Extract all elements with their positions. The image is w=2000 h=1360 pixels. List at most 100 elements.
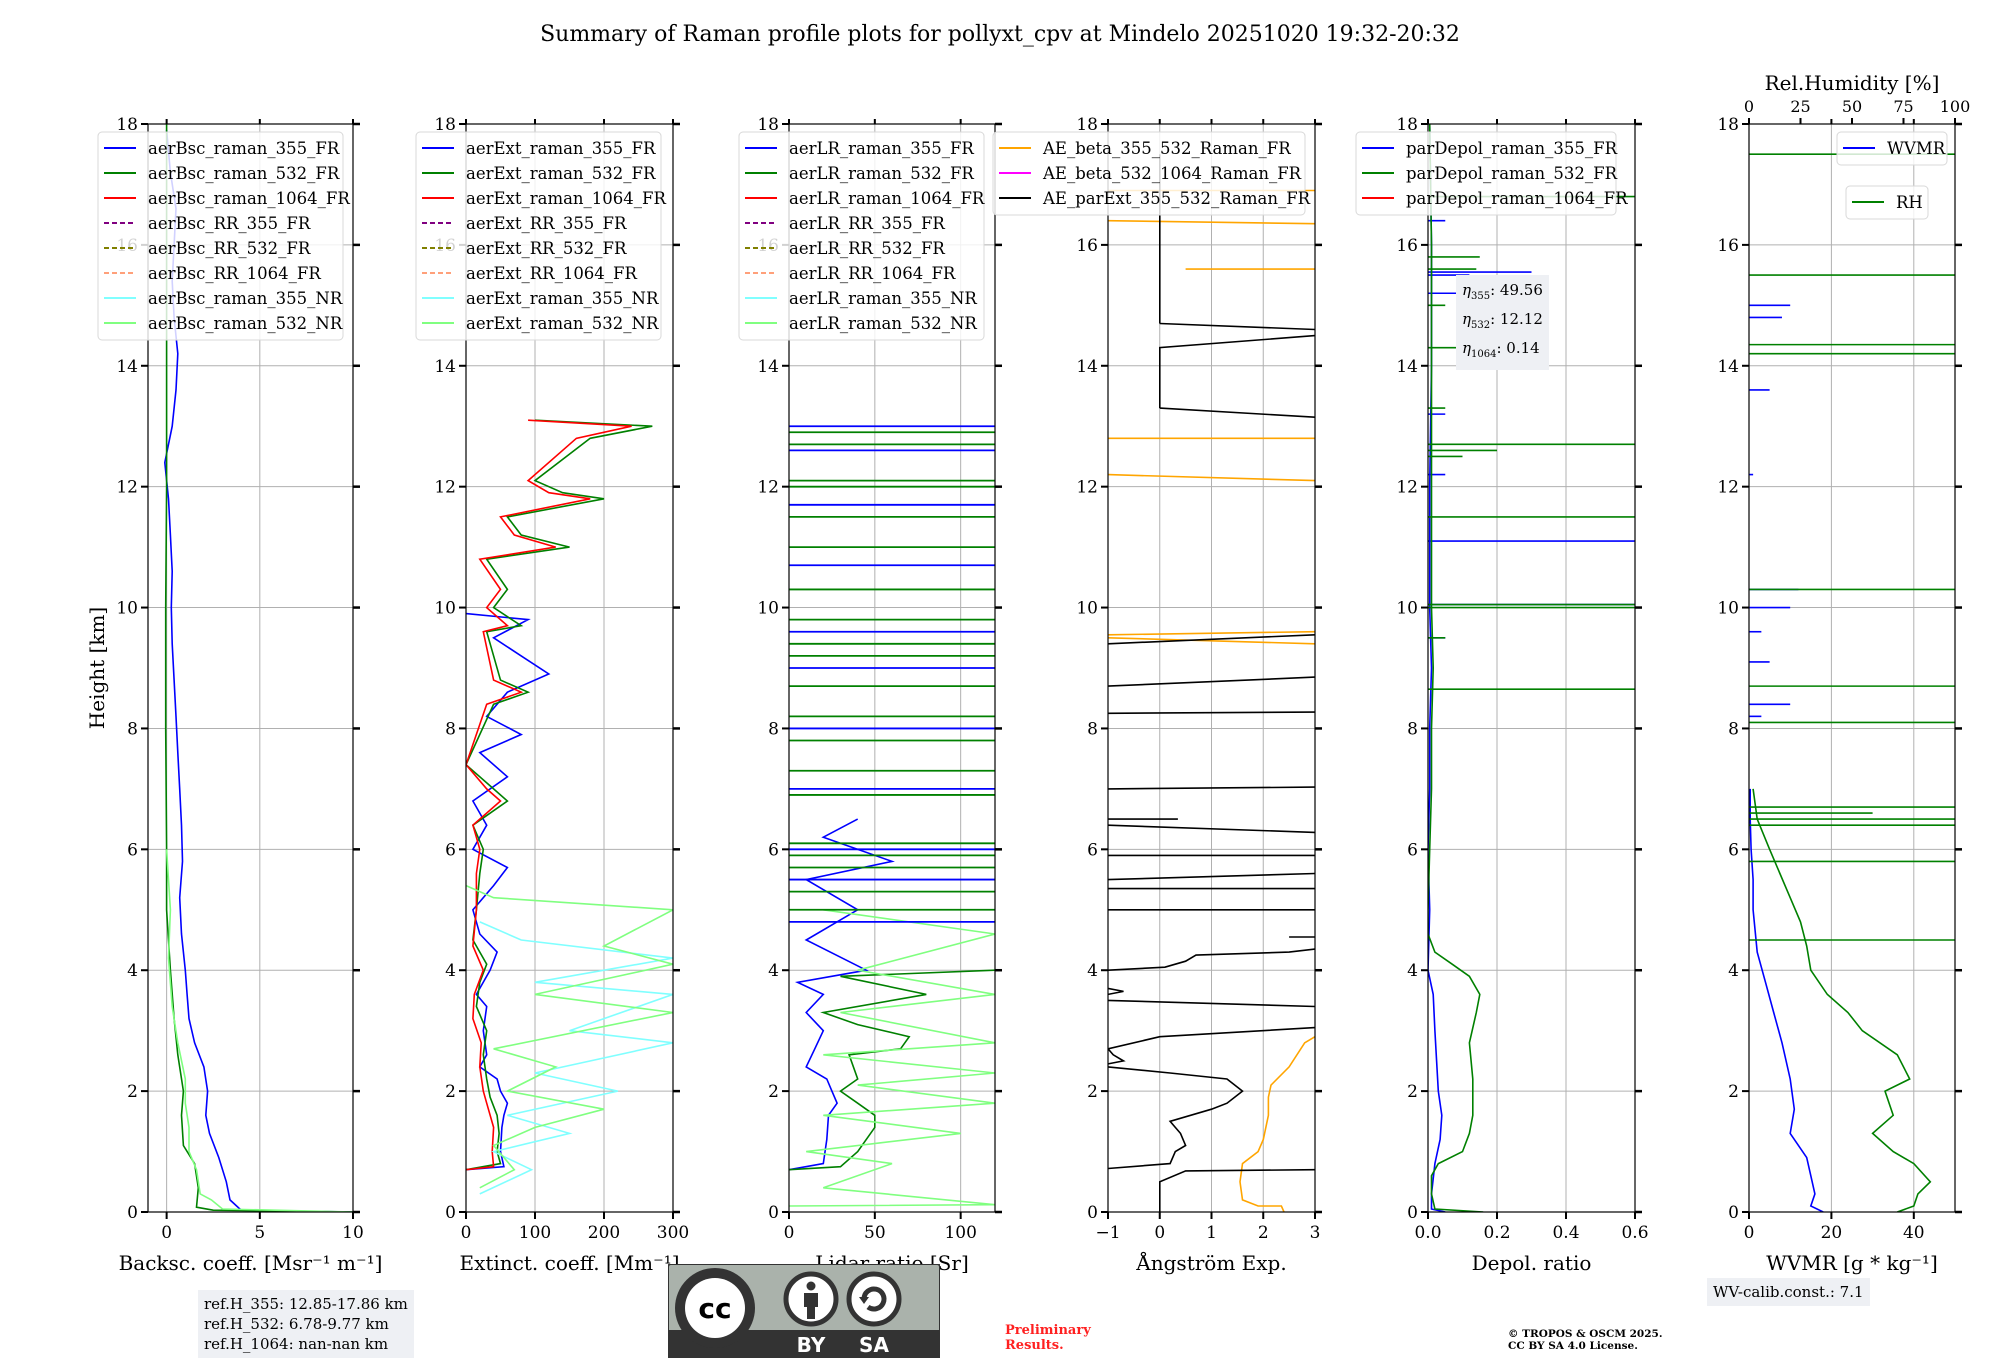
y-tick-label: 0: [1087, 1203, 1098, 1223]
legend-frame: [1355, 131, 1617, 216]
y-tick-label: 12: [757, 478, 779, 498]
series-segment-AE_parExt_355_532_Raman_FR: [1108, 786, 1315, 790]
y-tick-label: 12: [1076, 478, 1098, 498]
y-tick-label: 14: [1396, 357, 1418, 377]
legend-label: aerExt_raman_355_NR: [466, 289, 659, 308]
y-tick-label: 0: [127, 1203, 138, 1223]
x-tick-label: 0.0: [1414, 1223, 1441, 1243]
series-segment-AE_parExt_355_532_Raman_FR: [1108, 634, 1315, 645]
legend-label: aerLR_RR_1064_FR: [789, 264, 956, 283]
y-tick-label: 4: [1087, 961, 1098, 981]
y-tick-label: 4: [445, 961, 456, 981]
series-line-AE_parExt_355_532_Raman_FR: [1159, 1168, 1315, 1212]
series-segment-AE_parExt_355_532_Raman_FR: [1108, 987, 1124, 996]
sa-text: SA: [859, 1333, 889, 1357]
legend-label: aerExt_raman_532_FR: [466, 164, 656, 183]
series-line-aerExt_raman_355_NR: [479, 921, 673, 1195]
x-tick-label: 0: [161, 1223, 172, 1243]
legend-label: aerBsc_raman_532_NR: [148, 314, 343, 333]
y-tick-label: 16: [1717, 236, 1739, 256]
legend: AE_beta_355_532_Raman_FR AE_beta_532_1064…: [992, 131, 1311, 216]
y-tick-label: 16: [1076, 236, 1098, 256]
series-segment-AE_parExt_355_532_Raman_FR: [1159, 322, 1315, 331]
y-tick-label: 8: [1728, 719, 1739, 739]
legend-label: aerBsc_raman_355_NR: [148, 289, 343, 308]
ref-height-355: ref.H_355: 12.85-17.86 km: [204, 1295, 408, 1313]
plot-area-wv: [1749, 153, 1955, 1212]
legend-frame: [415, 131, 662, 341]
axes-frame: [465, 123, 674, 1213]
reference-height-box: ref.H_355: 12.85-17.86 km ref.H_532: 6.7…: [198, 1290, 414, 1358]
y-tick-label: 10: [1076, 599, 1098, 619]
series-line-aerBsc_raman_355_FR: [163, 129, 353, 1212]
y-tick-label: 2: [1728, 1082, 1739, 1102]
series-line-aerExt_raman_532_FR: [466, 419, 653, 1171]
x2-tick-label: 25: [1790, 97, 1810, 116]
y-tick-label: 10: [1396, 599, 1418, 619]
y-tick-label: 6: [1087, 840, 1098, 860]
x-tick-label: 2: [1258, 1223, 1269, 1243]
panel-depol: 0 2 4 6 8 10 12 14 16 18 0.0 0.2 0.4 0.6 Depol. ratio p…: [1355, 115, 1649, 1275]
y-tick-label: 18: [1076, 115, 1098, 135]
y-tick-label: 18: [1396, 115, 1418, 135]
y-tick-label: 2: [445, 1082, 456, 1102]
legend-label: aerLR_RR_532_FR: [789, 239, 945, 258]
panel-lr: 024681012141618050100Lidar ratio [Sr]aer…: [738, 115, 1002, 1275]
y-tick-label: 4: [1407, 961, 1418, 981]
x-tick-label: 0: [461, 1223, 472, 1243]
legend: aerBsc_raman_355_FR aerBsc_raman_532_FRae…: [97, 131, 350, 341]
legend-label: AE_parExt_355_532_Raman_FR: [1042, 189, 1311, 208]
legend-label: parDepol_raman_1064_FR: [1406, 189, 1628, 208]
x2-tick-label: 75: [1893, 97, 1913, 116]
x-tick-label: 3: [1310, 1223, 1321, 1243]
series-segment-AE_parExt_355_532_Raman_FR: [1108, 824, 1315, 834]
series-segment-AE_parExt_355_532_Raman_FR: [1108, 711, 1315, 715]
depol-eta-box: η355: 49.56 η532: 12.12 η1064: 0.14: [1456, 275, 1549, 370]
legend-label: aerLR_raman_532_NR: [789, 314, 977, 333]
legend-label: aerBsc_RR_355_FR: [148, 214, 311, 233]
series-line-aerExt_raman_1064_FR: [466, 419, 632, 1171]
y-tick-label: 6: [768, 840, 779, 860]
series-line-parDepol_raman_532_FR: [1428, 124, 1484, 1212]
series-segment-AE_parExt_355_532_Raman_FR: [1108, 1026, 1315, 1065]
wv-calib-text: WV-calib.const.: 7.1: [1713, 1283, 1864, 1301]
series-line-aerLR_raman_532_FR: [789, 969, 995, 1171]
legend: aerExt_raman_355_FR aerExt_raman_532_FRae…: [415, 131, 666, 341]
y-tick-label: 0: [1407, 1203, 1418, 1223]
series-segment-AE_beta_355_532_Raman_FR: [1108, 473, 1315, 482]
series-segment-AE_beta_355_532_Raman_FR: [1108, 219, 1315, 225]
series-segment-AE_parExt_355_532_Raman_FR: [1108, 999, 1315, 1008]
y-tick-label: 4: [1728, 961, 1739, 981]
series-segment-AE_parExt_355_532_Raman_FR: [1108, 676, 1315, 687]
panel-wv: 0 2 4 6 8 10 12 14 16 18 0 20 40 WVMR [g * kg⁻¹] 0 25 50…: [1717, 71, 1970, 1275]
y-tick-label: 10: [757, 599, 779, 619]
plot-area-ext: [466, 419, 673, 1195]
series-line-aerExt_raman_355_FR: [466, 612, 551, 1171]
y-tick-label: 12: [434, 478, 456, 498]
y-tick-label: 18: [1717, 115, 1739, 135]
y-tick-label: 2: [127, 1082, 138, 1102]
legend-rh: RH: [1845, 185, 1929, 220]
axes-frame: [1748, 123, 1956, 1213]
legend-label: WVMR: [1887, 139, 1946, 158]
x-tick-label: 50: [864, 1223, 886, 1243]
legend-label: aerLR_raman_532_FR: [789, 164, 974, 183]
ref-height-1064: ref.H_1064: nan-nan km: [204, 1335, 389, 1353]
x-tick-label: 100: [944, 1223, 976, 1243]
y-tick-label: 8: [1407, 719, 1418, 739]
series-line-aerExt_raman_532_NR: [466, 884, 673, 1189]
x-tick-label: 200: [588, 1223, 620, 1243]
cc-by-sa-license-badge: cc BY SA: [668, 1264, 940, 1358]
x2-tick-label: 0: [1744, 97, 1754, 116]
legend-label: aerExt_RR_355_FR: [466, 214, 627, 233]
legend-label: aerBsc_raman_355_FR: [148, 139, 340, 158]
legend-label: AE_beta_532_1064_Raman_FR: [1042, 164, 1302, 183]
series-line-WVMR: [1749, 788, 1824, 1212]
series-line-aerBsc_raman_532_NR: [165, 849, 353, 1212]
y-tick-label: 14: [1717, 357, 1739, 377]
y-tick-label: 12: [116, 478, 138, 498]
y-tick-label: 6: [445, 840, 456, 860]
legend-label: aerExt_raman_1064_FR: [466, 189, 666, 208]
y-tick-label: 12: [1396, 478, 1418, 498]
